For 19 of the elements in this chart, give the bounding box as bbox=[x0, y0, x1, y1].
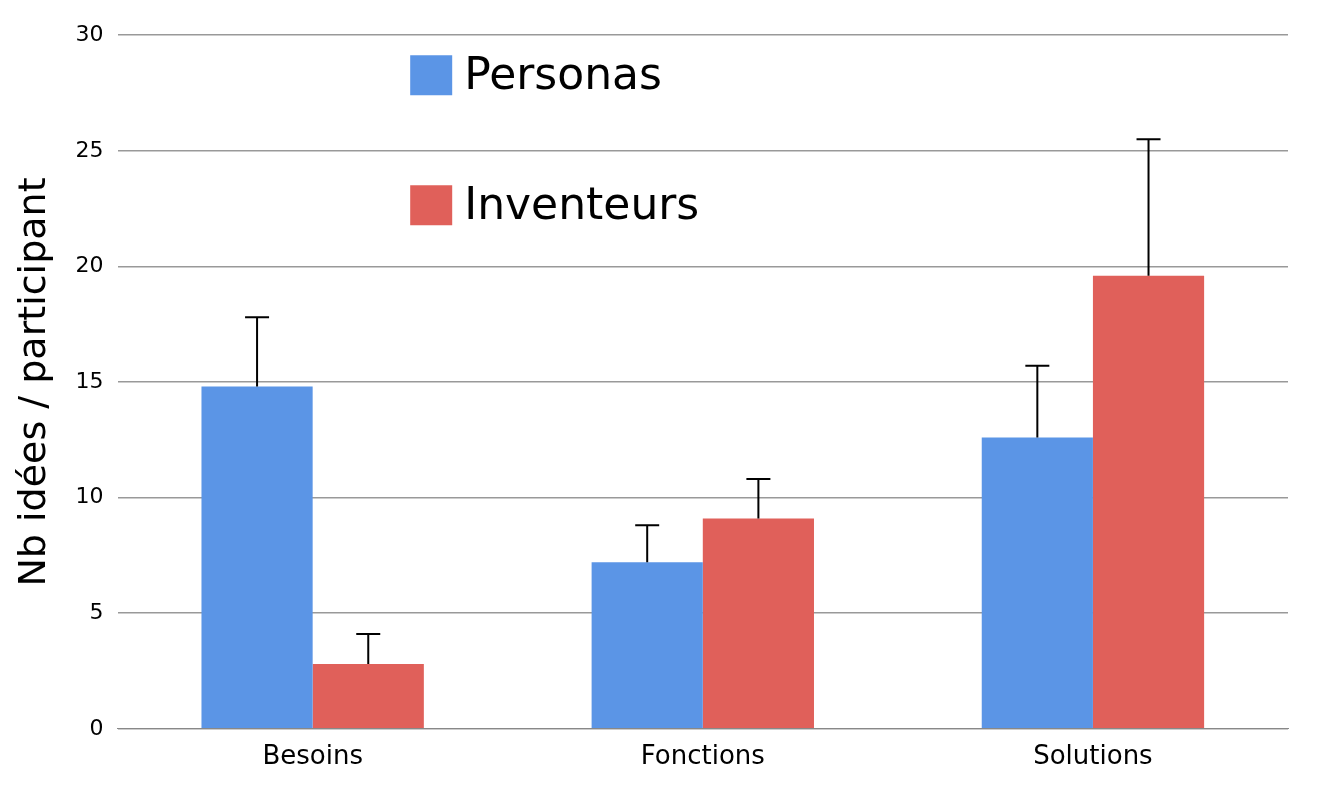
legend-label: Inventeurs bbox=[464, 177, 700, 229]
x-tick-label: Fonctions bbox=[640, 740, 765, 771]
bar bbox=[591, 562, 703, 729]
y-tick-label: 20 bbox=[75, 252, 104, 278]
y-tick-label: 25 bbox=[75, 136, 104, 162]
bar bbox=[1092, 275, 1205, 729]
y-tick-label: 15 bbox=[75, 367, 104, 393]
y-axis-title: Nb idées / participant bbox=[9, 177, 54, 587]
y-tick-label: 10 bbox=[75, 483, 104, 509]
bar bbox=[201, 386, 313, 729]
legend-label: Personas bbox=[464, 47, 662, 99]
y-tick-label: 30 bbox=[75, 20, 104, 46]
y-tick-label: 0 bbox=[89, 714, 104, 740]
bar bbox=[981, 437, 1093, 729]
y-tick-label: 5 bbox=[89, 598, 104, 624]
bar bbox=[702, 518, 814, 729]
x-tick-label: Besoins bbox=[262, 740, 363, 771]
x-tick-label: Solutions bbox=[1033, 740, 1153, 771]
bar bbox=[312, 664, 424, 729]
